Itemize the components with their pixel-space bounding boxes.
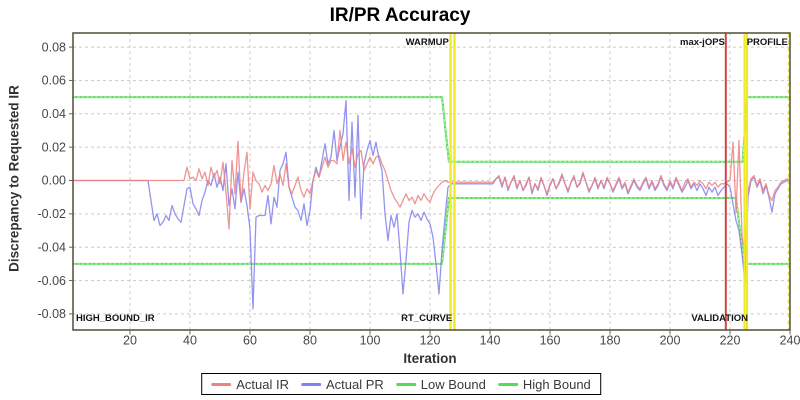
annotation-profile: PROFILE (747, 37, 788, 48)
annotation-rt-curve: RT_CURVE (401, 313, 452, 324)
x-tick-label: 120 (420, 334, 441, 348)
legend: Actual IR Actual PR Low Bound High Bound (201, 373, 601, 395)
legend-swatch-icon (300, 382, 321, 386)
series-high-bound (72, 96, 791, 163)
y-tick-label: -0.02 (38, 207, 67, 221)
legend-label: High Bound (522, 376, 591, 392)
y-tick-label: -0.04 (38, 240, 67, 254)
gridlines (73, 33, 791, 330)
series-low-bound-texture (72, 197, 791, 265)
x-tick-label: 20 (123, 334, 137, 348)
legend-label: Actual PR (325, 376, 384, 392)
x-tick-label: 60 (243, 334, 257, 348)
y-tick-label: 0.02 (42, 140, 66, 154)
x-tick-label: 240 (780, 334, 800, 348)
series-actual-ir (72, 129, 791, 258)
y-tick-label: -0.06 (38, 274, 67, 288)
series-actual-pr (72, 99, 791, 310)
phase-annotations: WARMUP max-jOPS PROFILE HIGH_BOUND_IR RT_CUR… (76, 37, 788, 324)
x-tick-label: 220 (720, 334, 741, 348)
x-tick-label: 40 (183, 334, 197, 348)
annotation-max-jops: max-jOPS (680, 37, 725, 48)
x-tick-label: 140 (480, 334, 501, 348)
legend-item-low-bound: Low Bound (395, 376, 486, 392)
x-tick-label: 100 (360, 334, 381, 348)
x-tick-label: 180 (600, 334, 621, 348)
axes: 20 40 60 80 100 120 140 160 180 200 220 240 0.08 0.06… (38, 32, 800, 348)
annotation-high-bound-ir: HIGH_BOUND_IR (76, 313, 155, 324)
data-series (72, 96, 791, 310)
legend-label: Actual IR (236, 376, 289, 392)
x-axis-title: Iteration (403, 351, 457, 366)
legend-swatch-icon (211, 382, 232, 386)
legend-label: Low Bound (420, 376, 486, 392)
phase-markers (449, 33, 790, 330)
annotation-warmup: WARMUP (406, 37, 450, 48)
x-tick-label: 80 (303, 334, 317, 348)
x-tick-label: 160 (540, 334, 561, 348)
legend-item-high-bound: High Bound (497, 376, 591, 392)
x-tick-label: 200 (660, 334, 681, 348)
legend-swatch-icon (395, 382, 416, 386)
series-high-bound-texture (72, 96, 791, 163)
y-tick-label: 0.04 (42, 107, 66, 121)
annotation-validation: VALIDATION (691, 313, 748, 324)
y-tick-label: 0.08 (42, 40, 66, 54)
y-tick-label: -0.08 (38, 307, 67, 321)
chart-title: IR/PR Accuracy (329, 5, 471, 26)
plot-border (72, 32, 791, 331)
legend-item-actual-ir: Actual IR (211, 377, 289, 392)
y-tick-label: 0.06 (42, 74, 66, 88)
legend-item-actual-pr: Actual PR (300, 376, 384, 392)
y-tick-label: 0.00 (42, 174, 66, 188)
legend-swatch-icon (497, 382, 518, 386)
